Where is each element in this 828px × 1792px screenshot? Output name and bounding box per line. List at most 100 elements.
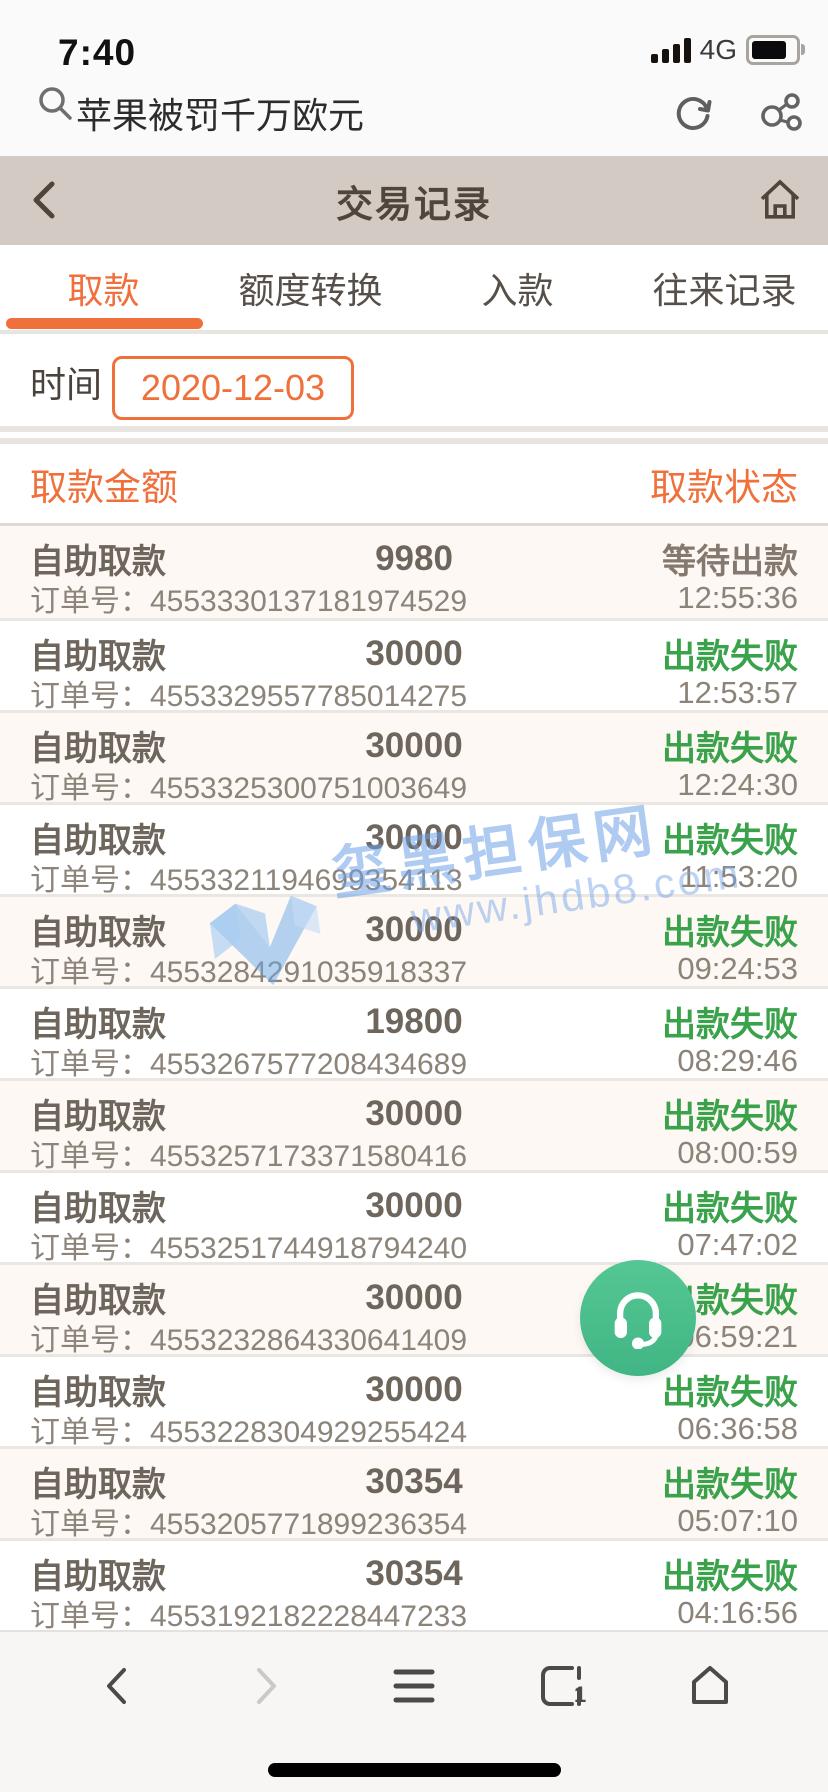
- divider: [0, 330, 828, 334]
- list-column-header: 取款金额 取款状态: [0, 444, 828, 526]
- back-chevron-icon[interactable]: [24, 178, 68, 222]
- svg-text:1: 1: [574, 1682, 586, 1707]
- transaction-amount: 30000: [365, 1277, 463, 1317]
- transaction-time: 12:55:36: [677, 580, 798, 615]
- transaction-status: 出款失败: [662, 1098, 798, 1136]
- order-number: 订单号：4553325300751003649: [30, 772, 468, 805]
- transaction-amount: 30000: [365, 909, 463, 949]
- customer-service-button[interactable]: [580, 1260, 696, 1376]
- transaction-time: 12:53:57: [677, 675, 798, 710]
- transaction-time: 09:24:53: [677, 951, 798, 986]
- transaction-type: 自助取款: [30, 638, 166, 676]
- transaction-type: 自助取款: [30, 1558, 166, 1596]
- status-indicators: 4G: [650, 34, 805, 66]
- time-filter-label: 时间: [30, 364, 103, 405]
- tab-3[interactable]: 入款: [481, 270, 554, 311]
- order-number: 订单号：4553329557785014275: [30, 680, 468, 713]
- transaction-time: 11:53:20: [679, 859, 798, 894]
- transaction-status: 出款失败: [662, 822, 798, 860]
- transaction-status: 出款失败: [662, 1466, 798, 1504]
- transaction-type: 自助取款: [30, 914, 166, 952]
- search-icon: [36, 84, 76, 129]
- order-number: 订单号：4553257173371580416: [30, 1140, 468, 1173]
- transaction-status: 等待出款: [662, 543, 798, 581]
- transaction-time: 07:47:02: [677, 1227, 798, 1262]
- transaction-time: 08:00:59: [677, 1135, 798, 1170]
- transaction-row[interactable]: 自助取款 30354 出款失败订单号：4553192182228447233 04:1…: [0, 1538, 828, 1633]
- transaction-type: 自助取款: [30, 1006, 166, 1044]
- order-number: 订单号：4553284291035918337: [30, 956, 468, 989]
- network-type-label: 4G: [699, 34, 737, 65]
- transaction-row[interactable]: 自助取款 19800 出款失败 订单号：4553267577208434689 08:2…: [0, 986, 828, 1081]
- home-icon[interactable]: [756, 176, 804, 224]
- page-title: 交易记录: [336, 183, 492, 225]
- top-zone: 7:40 4G 苹果被罚千万欧元: [0, 0, 828, 156]
- transaction-type: 自助取款: [30, 1282, 166, 1320]
- transaction-amount: 30000: [365, 817, 463, 857]
- transaction-time: 06:36:58: [677, 1411, 798, 1446]
- transaction-row[interactable]: 自助取款 30000 出款失败订单号：4553325300751003649 12:2…: [0, 710, 828, 805]
- tab-1[interactable]: 取款: [67, 270, 140, 311]
- date-picker-button[interactable]: 2020-12-03: [112, 356, 354, 420]
- transaction-row[interactable]: 自助取款 30000 出款失败 订单号：4553257173371580416 08:0…: [0, 1078, 828, 1173]
- nav-home-icon[interactable]: [682, 1658, 738, 1714]
- transaction-type: 自助取款: [30, 730, 166, 768]
- transaction-amount: 30354: [365, 1461, 463, 1501]
- browser-search-bar[interactable]: 苹果被罚千万欧元: [0, 78, 828, 148]
- order-number: 订单号：4553192182228447233: [30, 1600, 468, 1633]
- transaction-status: 出款失败: [662, 730, 798, 768]
- transaction-row[interactable]: 自助取款 30000 出款失败订单号：4553321194699354113 11:5…: [0, 802, 828, 897]
- transaction-time: 05:07:10: [677, 1503, 798, 1538]
- transaction-status: 出款失败: [662, 1374, 798, 1412]
- transaction-row[interactable]: 自助取款 30000 出款失败订单号：4553284291035918337 09:2…: [0, 894, 828, 989]
- nav-back-icon[interactable]: [89, 1658, 145, 1714]
- status-bar: 7:40 4G: [0, 0, 828, 73]
- transaction-status: 出款失败: [662, 914, 798, 952]
- transaction-type: 自助取款: [30, 1466, 166, 1504]
- search-query-text[interactable]: 苹果被罚千万欧元: [76, 95, 365, 136]
- transaction-row[interactable]: 自助取款 30000 出款失败 订单号：4553228304929255424 06:3…: [0, 1354, 828, 1449]
- transaction-list: 自助取款 9980 等待出款订单号：4553330137181974529 12:55…: [0, 526, 828, 1633]
- nav-menu-icon[interactable]: [386, 1658, 442, 1714]
- transaction-amount: 30000: [365, 1185, 463, 1225]
- transaction-status: 出款失败: [662, 638, 798, 676]
- share-icon[interactable]: [758, 91, 802, 135]
- transaction-row[interactable]: 自助取款 30000 出款失败 订单号：4553251744918794240 07:4…: [0, 1170, 828, 1265]
- nav-forward-icon: [238, 1658, 294, 1714]
- transaction-amount: 30000: [365, 1093, 463, 1133]
- transaction-row[interactable]: 自助取款 30000 出款失败订单号：4553329557785014275 12:5…: [0, 618, 828, 713]
- transaction-amount: 30000: [365, 633, 463, 673]
- transaction-time: 12:24:30: [677, 767, 798, 802]
- transaction-type: 自助取款: [30, 543, 166, 581]
- refresh-icon[interactable]: [672, 91, 716, 135]
- transaction-status: 出款失败: [662, 1190, 798, 1228]
- tab-bar: 取款 额度转换 入款 往来记录: [0, 245, 828, 331]
- transaction-amount: 9980: [375, 538, 453, 578]
- transaction-row[interactable]: 自助取款 30354 出款失败 订单号：4553205771899236354 05:0…: [0, 1446, 828, 1541]
- tab-2[interactable]: 额度转换: [238, 270, 383, 311]
- transaction-row[interactable]: 自助取款 9980 等待出款订单号：4553330137181974529 12:55…: [0, 526, 828, 618]
- signal-bars-icon: [650, 37, 691, 63]
- transaction-amount: 30000: [365, 725, 463, 765]
- tab-4[interactable]: 往来记录: [652, 270, 797, 311]
- transaction-time: 06:59:21: [677, 1319, 798, 1354]
- order-number: 订单号：4553232864330641409: [30, 1324, 468, 1357]
- transaction-status: 出款失败: [662, 1558, 798, 1596]
- transaction-amount: 19800: [365, 1001, 463, 1041]
- home-indicator-bar[interactable]: [268, 1763, 561, 1777]
- transaction-amount: 30000: [365, 1369, 463, 1409]
- transaction-type: 自助取款: [30, 1190, 166, 1228]
- transaction-time: 04:16:56: [677, 1595, 798, 1630]
- nav-tabs-icon[interactable]: 1: [534, 1658, 590, 1714]
- status-column-header: 取款状态: [650, 466, 798, 508]
- order-number: 订单号：4553267577208434689: [30, 1048, 468, 1081]
- transaction-type: 自助取款: [30, 822, 166, 860]
- order-number: 订单号：4553330137181974529: [30, 585, 468, 618]
- order-number: 订单号：4553321194699354113: [30, 864, 463, 897]
- amount-column-header: 取款金额: [30, 466, 178, 508]
- transaction-row[interactable]: 自助取款 30000 出款失败 订单号：4553232864330641409 06:5…: [0, 1262, 828, 1357]
- transaction-type: 自助取款: [30, 1374, 166, 1412]
- transaction-amount: 30354: [365, 1553, 463, 1593]
- page-header: 交易记录: [0, 156, 828, 245]
